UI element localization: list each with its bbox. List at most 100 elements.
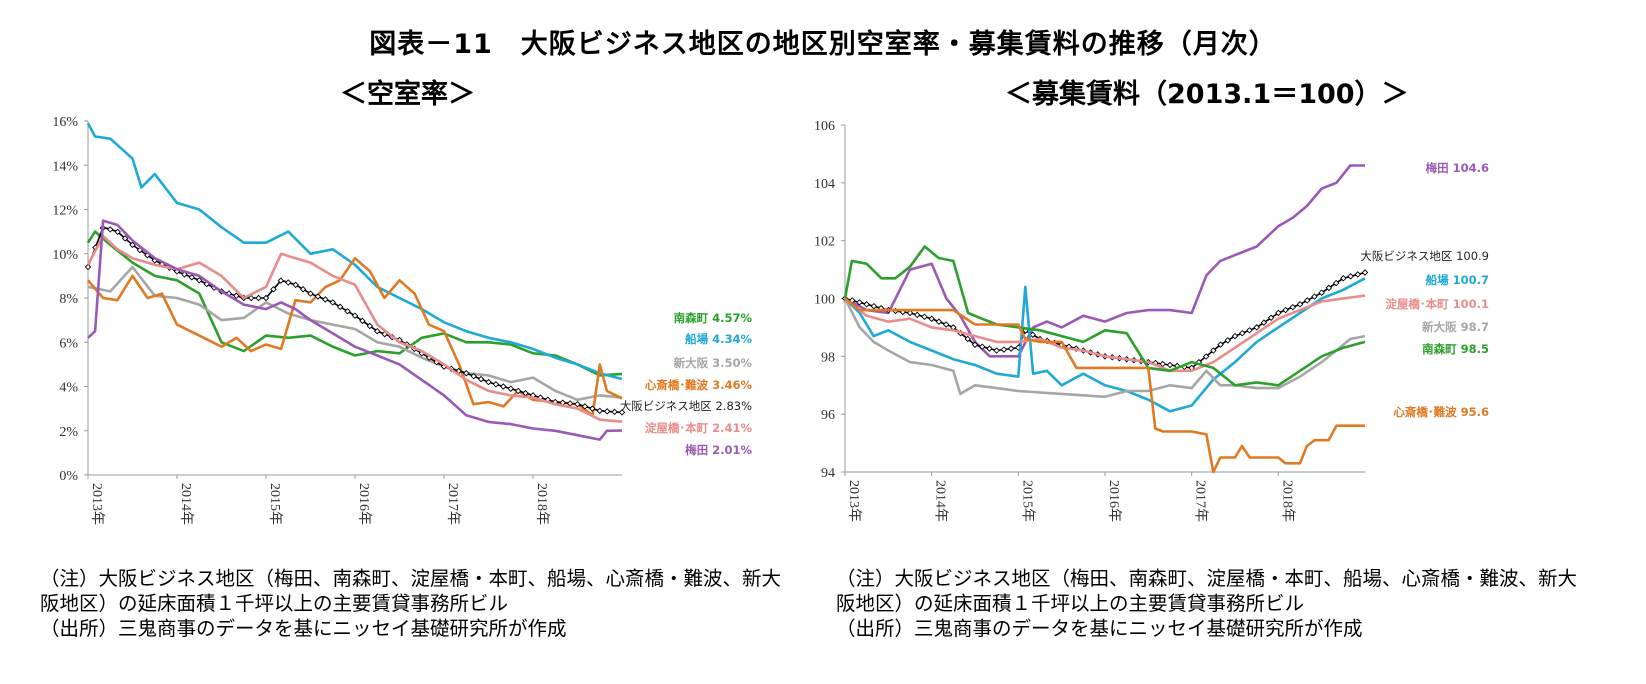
series-marker xyxy=(1253,324,1260,331)
series-marker xyxy=(1311,293,1318,300)
series-marker xyxy=(1289,303,1297,311)
series-label: 大阪ビジネス地区 100.9 xyxy=(1360,249,1489,263)
series-marker xyxy=(1224,337,1232,344)
series-marker xyxy=(299,286,307,293)
series-marker xyxy=(107,226,114,233)
x-tick-label: 2014年 xyxy=(178,483,194,525)
series-label: 梅田 104.6 xyxy=(1426,161,1489,175)
series-marker xyxy=(351,312,359,319)
y-tick-label: 14% xyxy=(52,159,78,174)
series-line xyxy=(87,256,623,417)
series-marker xyxy=(1007,345,1015,352)
y-tick-label: 12% xyxy=(52,204,78,219)
series-marker xyxy=(906,309,914,317)
series-marker xyxy=(596,407,603,415)
main-title: 図表－11 大阪ビジネス地区の地区別空室率・募集賃料の推移（月次） xyxy=(369,29,1277,60)
series-marker xyxy=(1296,301,1304,308)
x-tick-label: 2017年 xyxy=(445,483,461,525)
series-marker xyxy=(84,263,92,271)
series-marker xyxy=(262,294,270,302)
x-tick-label: 2013年 xyxy=(89,483,105,525)
series-marker xyxy=(1210,347,1217,354)
y-tick-label: 98 xyxy=(821,350,835,365)
series-marker xyxy=(1231,332,1239,340)
series-marker xyxy=(921,313,928,321)
series-marker xyxy=(1303,297,1311,304)
series-marker xyxy=(1340,275,1347,282)
series-marker xyxy=(307,290,314,297)
series-line xyxy=(86,234,623,423)
series-marker xyxy=(470,372,477,380)
y-tick-label: 94 xyxy=(821,466,835,481)
series-marker xyxy=(329,299,336,306)
series-marker xyxy=(1347,273,1354,280)
series-marker xyxy=(366,322,374,330)
series-marker xyxy=(574,400,581,408)
y-tick-label: 96 xyxy=(821,408,835,423)
series-marker xyxy=(589,405,596,412)
series-marker xyxy=(863,301,870,308)
series-marker xyxy=(1361,269,1369,276)
series-marker xyxy=(121,235,129,242)
x-tick-label: 2015年 xyxy=(1019,480,1035,522)
series-marker xyxy=(1267,314,1275,322)
series-line xyxy=(86,122,623,381)
series-label: 新大阪 3.50% xyxy=(674,356,753,370)
left-chart-subtitle: ＜空室率＞ xyxy=(340,79,475,110)
x-tick-label: 2018年 xyxy=(534,483,550,525)
series-marker xyxy=(928,315,935,322)
y-tick-label: 2% xyxy=(59,425,78,440)
x-tick-label: 2018年 xyxy=(1279,480,1295,522)
series-marker xyxy=(978,343,986,350)
series-marker xyxy=(233,292,240,300)
series-marker xyxy=(114,228,121,236)
series-marker xyxy=(344,308,351,315)
x-tick-label: 2015年 xyxy=(267,483,283,525)
series-label: 船場 100.7 xyxy=(1426,273,1489,287)
series-marker xyxy=(1332,279,1340,287)
series-marker xyxy=(581,403,589,410)
series-line xyxy=(844,277,1366,413)
series-marker xyxy=(1202,353,1210,360)
series-marker xyxy=(485,378,492,386)
series-marker xyxy=(603,408,611,415)
y-tick-label: 4% xyxy=(59,381,78,396)
y-tick-label: 100 xyxy=(814,293,835,308)
series-marker xyxy=(492,381,500,388)
series-line xyxy=(86,230,623,377)
x-tick-label: 2016年 xyxy=(356,483,372,525)
note-line-2: 阪地区）の延床面積１千坪以上の主要賃貸事務所ビル xyxy=(40,592,509,615)
series-marker xyxy=(1217,341,1224,348)
series-marker xyxy=(1275,309,1282,317)
note-line-1: （注）大阪ビジネス地区（梅田、南森町、淀屋橋・本町、船場、心斎橋・難波、新大 xyxy=(40,567,782,590)
series-marker xyxy=(913,311,921,319)
series-marker xyxy=(611,408,618,416)
series-marker xyxy=(514,387,522,395)
series-marker xyxy=(1000,346,1008,353)
series-marker xyxy=(314,293,322,300)
series-marker xyxy=(374,327,381,335)
y-tick-label: 106 xyxy=(814,119,835,134)
series-label: 心斎橋･難波 95.6 xyxy=(1393,405,1489,419)
series-marker xyxy=(993,347,1000,354)
series-line xyxy=(87,226,623,414)
y-tick-label: 8% xyxy=(59,292,78,307)
series-marker xyxy=(292,281,299,289)
right-footnote: （注）大阪ビジネス地区（梅田、南森町、淀屋橋・本町、船場、心斎橋・難波、新大 阪… xyxy=(836,566,1636,641)
series-line xyxy=(843,245,1366,387)
series-line xyxy=(844,164,1365,358)
series-marker xyxy=(856,299,863,306)
series-marker xyxy=(1246,327,1253,334)
series-line xyxy=(87,219,623,441)
series-marker xyxy=(566,400,574,407)
series-marker xyxy=(129,241,136,249)
series-marker xyxy=(1238,329,1246,337)
series-marker xyxy=(1318,289,1325,296)
y-tick-label: 6% xyxy=(59,336,78,351)
x-tick-label: 2017年 xyxy=(1193,480,1209,522)
source-line: （出所）三鬼商事のデータを基にニッセイ基礎研究所が作成 xyxy=(40,617,567,640)
note-line-1: （注）大阪ビジネス地区（梅田、南森町、淀屋橋・本町、船場、心斎橋・難波、新大 xyxy=(836,567,1578,590)
series-marker xyxy=(285,279,292,286)
series-line xyxy=(87,265,623,402)
series-line xyxy=(844,297,1365,474)
